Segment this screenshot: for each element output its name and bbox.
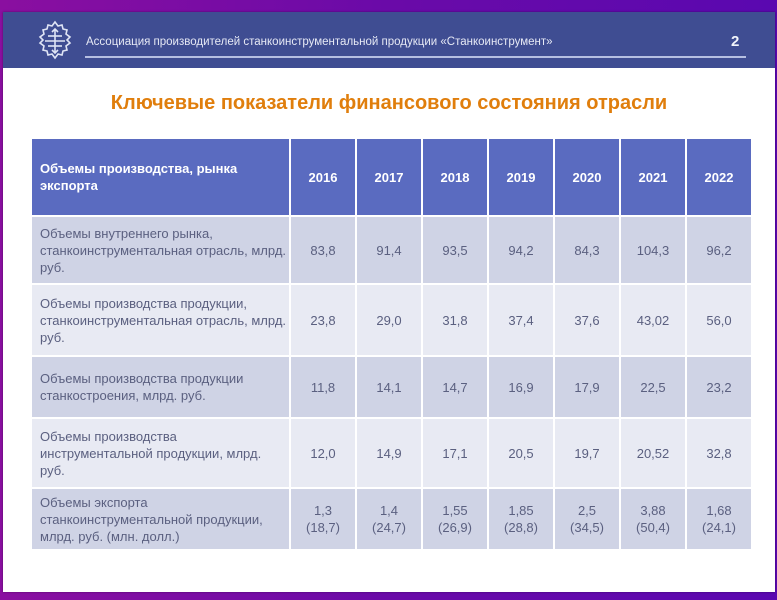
- table-cell: 3,88 (50,4): [619, 487, 687, 551]
- cell-subvalue: (24,7): [372, 520, 406, 535]
- table-cell: 37,6: [553, 283, 621, 357]
- table-cell: 16,9: [487, 355, 555, 419]
- table-cell: 11,8: [289, 355, 357, 419]
- column-header-year: 2021: [619, 137, 687, 217]
- table-cell: 1,85 (28,8): [487, 487, 555, 551]
- table-cell: 17,9: [553, 355, 621, 419]
- table-cell: 1,68 (24,1): [685, 487, 753, 551]
- cell-value: 1,4: [379, 503, 399, 518]
- cell-value: 1,55: [442, 503, 468, 518]
- column-header-indicator: Объемы производства, рынка экспорта: [30, 137, 291, 217]
- table-cell: 19,7: [553, 417, 621, 489]
- column-header-year: 2018: [421, 137, 489, 217]
- cell-value: 3,88: [640, 503, 666, 518]
- cell-subvalue: (18,7): [306, 520, 340, 535]
- table-cell: 1,3 (18,7): [289, 487, 357, 551]
- table-cell: 20,5: [487, 417, 555, 489]
- table-cell: 17,1: [421, 417, 489, 489]
- table-cell: 14,7: [421, 355, 489, 419]
- row-label: Объемы экспорта станкоинструментальной п…: [30, 487, 291, 551]
- table-cell: 1,55 (26,9): [421, 487, 489, 551]
- table-cell: 96,2: [685, 215, 753, 285]
- row-label: Объемы производства продукции станкостро…: [30, 355, 291, 419]
- column-header-year: 2016: [289, 137, 357, 217]
- cell-value: 1,3: [313, 503, 333, 518]
- table-header-row: Объемы производства, рынка экспорта 2016…: [30, 137, 753, 217]
- table-cell: 94,2: [487, 215, 555, 285]
- column-header-year: 2017: [355, 137, 423, 217]
- cell-subvalue: (50,4): [636, 520, 670, 535]
- slide-header: Ассоциация производителей станкоинструме…: [3, 12, 775, 68]
- slide-title: Ключевые показатели финансового состояни…: [110, 92, 668, 114]
- table-cell: 14,9: [355, 417, 423, 489]
- gear-snowflake-logo-icon: [38, 20, 72, 60]
- table-cell: 29,0: [355, 283, 423, 357]
- table-cell: 31,8: [421, 283, 489, 357]
- table-cell: 37,4: [487, 283, 555, 357]
- row-label: Объемы производства инструментальной про…: [30, 417, 291, 489]
- table-cell: 14,1: [355, 355, 423, 419]
- column-header-year: 2022: [685, 137, 753, 217]
- column-header-year: 2020: [553, 137, 621, 217]
- cell-subvalue: (34,5): [570, 520, 604, 535]
- cell-value: 1,85: [508, 503, 534, 518]
- table-row: Объемы производства инструментальной про…: [30, 417, 753, 489]
- table-row: Объемы производства продукции, станкоинс…: [30, 283, 753, 357]
- table-cell: 23,8: [289, 283, 357, 357]
- slide: Ассоциация производителей станкоинструме…: [3, 12, 775, 592]
- table-row: Объемы внутреннего рынка, станкоинструме…: [30, 215, 753, 285]
- table-cell: 43,02: [619, 283, 687, 357]
- cell-subvalue: (28,8): [504, 520, 538, 535]
- indicators-table: Объемы производства, рынка экспорта 2016…: [30, 137, 753, 551]
- table-cell: 23,2: [685, 355, 753, 419]
- table-cell: 56,0: [685, 283, 753, 357]
- table-cell: 1,4 (24,7): [355, 487, 423, 551]
- row-label: Объемы внутреннего рынка, станкоинструме…: [30, 215, 291, 285]
- header-divider: [85, 56, 746, 58]
- row-label: Объемы производства продукции, станкоинс…: [30, 283, 291, 357]
- cell-subvalue: (26,9): [438, 520, 472, 535]
- cell-value: 2,5: [577, 503, 597, 518]
- table-row: Объемы производства продукции станкостро…: [30, 355, 753, 419]
- cell-value: 1,68: [706, 503, 732, 518]
- table-cell: 32,8: [685, 417, 753, 489]
- table-cell: 2,5 (34,5): [553, 487, 621, 551]
- table-cell: 84,3: [553, 215, 621, 285]
- table-cell: 20,52: [619, 417, 687, 489]
- cell-subvalue: (24,1): [702, 520, 736, 535]
- table-cell: 91,4: [355, 215, 423, 285]
- table-cell: 104,3: [619, 215, 687, 285]
- table-cell: 22,5: [619, 355, 687, 419]
- organization-name: Ассоциация производителей станкоинструме…: [86, 36, 553, 48]
- table-cell: 93,5: [421, 215, 489, 285]
- table-cell: 12,0: [289, 417, 357, 489]
- page-number: 2: [731, 33, 740, 50]
- column-header-year: 2019: [487, 137, 555, 217]
- table-cell: 83,8: [289, 215, 357, 285]
- table-row: Объемы экспорта станкоинструментальной п…: [30, 487, 753, 551]
